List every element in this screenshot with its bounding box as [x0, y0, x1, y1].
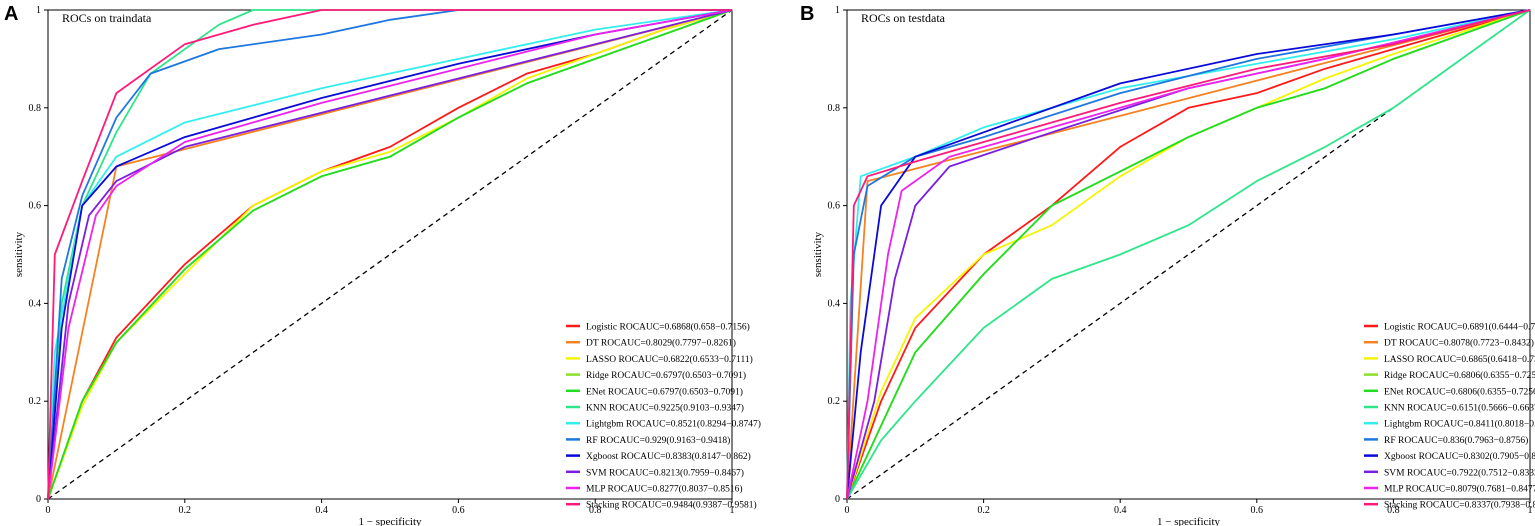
y-tick-label: 0.8 — [29, 103, 42, 114]
legend-entry-stacking: Stacking ROCAUC=0.9484(0.9387−0.9581) — [586, 500, 757, 511]
x-tick-label: 0.8 — [589, 505, 602, 516]
roc-curve-lasso — [846, 9, 1531, 500]
y-tick-label: 0.2 — [29, 396, 42, 407]
roc-curve-enet — [47, 9, 733, 500]
y-tick-label: 0.4 — [29, 298, 42, 309]
panel-title: ROCs on traindata — [62, 11, 152, 25]
roc-curve-stacking — [47, 9, 732, 500]
roc-curve-knn — [47, 9, 732, 500]
roc-curve-dt — [846, 9, 1531, 500]
roc-curve-stacking — [846, 9, 1531, 500]
roc-panel-B: B ROCs on testdata 00 0.2 0.2 0.4 0.4 0.6 0.6 0.8… — [800, 3, 1535, 526]
legend-entry-lasso: LASSO ROCAUC=0.6822(0.6533−0.7111) — [586, 354, 753, 365]
x-axis-label: 1 − specificity — [1157, 516, 1221, 526]
y-tick-label: 1 — [835, 5, 840, 16]
legend-entry-knn: KNN ROCAUC=0.6151(0.5666−0.6637) — [1384, 403, 1535, 414]
legend-entry-logistic: Logistic ROCAUC=0.6868(0.658−0.7156) — [586, 322, 750, 333]
y-tick-label: 0 — [36, 494, 41, 505]
legend-entry-xgboost: Xgboost ROCAUC=0.8383(0.8147−0.862) — [586, 451, 751, 462]
x-axis-label: 1 − specificity — [358, 516, 422, 526]
plot-frame — [846, 9, 1531, 500]
x-tick-label: 0.6 — [452, 505, 465, 516]
panel-title: ROCs on testdata — [861, 11, 946, 25]
x-tick-label: 0 — [845, 505, 850, 516]
x-tick-label: 0 — [46, 505, 51, 516]
legend-entry-lightgbm: Lightgbm ROCAUC=0.8521(0.8294−0.8747) — [586, 419, 761, 430]
legend-entry-knn: KNN ROCAUC=0.9225(0.9103−0.9347) — [586, 403, 744, 414]
roc-curve-svm — [47, 9, 733, 500]
legend-entry-logistic: Logistic ROCAUC=0.6891(0.6444−0.7337) — [1384, 322, 1535, 333]
y-axis-label: sensitivity — [812, 231, 824, 277]
roc-panel-A: A ROCs on traindata 00 0.2 0.2 0.4 0.4 0.6 0.6 0.… — [4, 3, 761, 526]
legend-entry-enet: ENet ROCAUC=0.6806(0.6355−0.7256) — [1384, 386, 1535, 397]
x-tick-label: 0.4 — [315, 505, 328, 516]
x-tick-label: 0.4 — [1114, 505, 1127, 516]
x-tick-label: 1 — [1528, 505, 1533, 516]
legend-entry-lightgbm: Lightgbm ROCAUC=0.8411(0.8018−0.8805) — [1384, 419, 1535, 430]
y-tick-label: 0.4 — [828, 298, 841, 309]
legend-entry-mlp: MLP ROCAUC=0.8277(0.8037−0.8516) — [586, 484, 743, 495]
y-tick-label: 0 — [835, 494, 840, 505]
panel-label: A — [4, 3, 18, 25]
roc-curve-knn — [846, 9, 1531, 500]
x-tick-label: 0.2 — [977, 505, 990, 516]
legend-entry-ridge: Ridge ROCAUC=0.6806(0.6355−0.7256) — [1384, 370, 1535, 381]
y-tick-label: 0.6 — [828, 201, 841, 212]
legend-entry-dt: DT ROCAUC=0.8078(0.7723−0.8432) — [1384, 338, 1534, 349]
x-tick-label: 0.6 — [1251, 505, 1264, 516]
legend-entry-enet: ENet ROCAUC=0.6797(0.6503−0.7091) — [586, 386, 743, 397]
legend-entry-mlp: MLP ROCAUC=0.8079(0.7681−0.8477) — [1384, 484, 1535, 495]
x-tick-label: 0.2 — [179, 505, 192, 516]
legend-entry-svm: SVM ROCAUC=0.8213(0.7959−0.8467) — [586, 467, 744, 478]
legend-entry-lasso: LASSO ROCAUC=0.6865(0.6418−0.7313) — [1384, 354, 1535, 365]
legend-entry-svm: SVM ROCAUC=0.7922(0.7512−0.8332) — [1384, 467, 1535, 478]
legend-entry-stacking: Stacking ROCAUC=0.8337(0.7938−0.8736) — [1384, 500, 1535, 511]
y-tick-label: 0.6 — [29, 201, 42, 212]
roc-curve-lightgbm — [47, 9, 733, 500]
x-tick-label: 1 — [730, 505, 735, 516]
legend-entry-rf: RF ROCAUC=0.836(0.7963−0.8756) — [1384, 435, 1528, 446]
roc-curve-rf — [846, 9, 1531, 500]
x-tick-label: 0.8 — [1387, 505, 1400, 516]
roc-curve-enet — [846, 9, 1531, 500]
roc-curve-mlp — [47, 9, 733, 500]
legend-entry-ridge: Ridge ROCAUC=0.6797(0.6503−0.7091) — [586, 370, 746, 381]
y-axis-label: sensitivity — [13, 231, 25, 277]
roc-curve-xgboost — [846, 9, 1531, 500]
y-tick-label: 0.2 — [828, 396, 841, 407]
roc-curve-xgboost — [47, 9, 733, 500]
legend-entry-xgboost: Xgboost ROCAUC=0.8302(0.7905−0.8699) — [1384, 451, 1535, 462]
legend-entry-rf: RF ROCAUC=0.929(0.9163−0.9418) — [586, 435, 730, 446]
legend-entry-dt: DT ROCAUC=0.8029(0.7797−0.8261) — [586, 338, 736, 349]
panel-label: B — [800, 3, 814, 25]
roc-curve-rf — [47, 9, 732, 500]
roc-curve-logistic — [846, 9, 1531, 500]
y-tick-label: 1 — [36, 5, 41, 16]
y-tick-label: 0.8 — [828, 103, 841, 114]
roc-curve-mlp — [846, 9, 1531, 500]
